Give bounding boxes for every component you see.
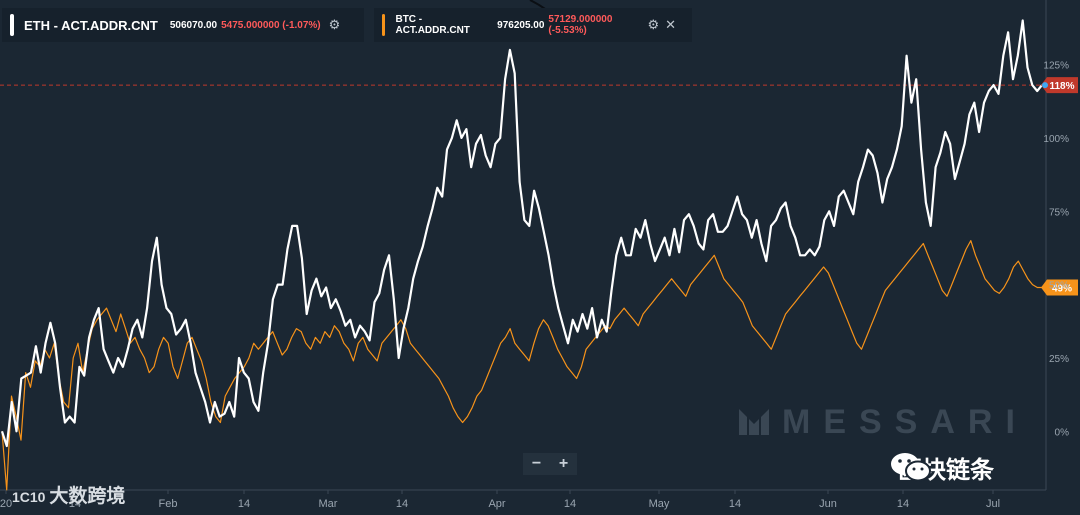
source-watermark-text: 大数跨境: [49, 486, 126, 507]
legend-eth-value: 506070.00: [169, 19, 218, 31]
legend-eth-name: ETH - ACT.ADDR.CNT: [24, 17, 158, 33]
x-tick-label: 14: [69, 498, 81, 510]
legend-btc-change: 57129.000000 (-5.53%): [548, 14, 613, 36]
wechat-icon: [891, 453, 931, 482]
source-watermark: 1C10 大数跨境: [12, 481, 125, 508]
legend-eth-change: 5475.000000 (-1.07%): [221, 19, 321, 31]
messari-watermark: MESSARI: [782, 403, 1028, 441]
plot-background: [0, 0, 1046, 490]
x-tick-label: Jun: [819, 498, 837, 510]
legend-btc-value: 976205.00: [497, 19, 545, 31]
y-tick-label: 125%: [1043, 61, 1069, 72]
wechat-watermark: 区块链条: [890, 450, 994, 485]
x-tick-label: Jul: [986, 498, 1000, 510]
legend-eth-swatch: [10, 14, 14, 36]
legend-eth[interactable]: ETH - ACT.ADDR.CNT 506070.00 5475.000000…: [2, 8, 364, 42]
y-axis-background: [1046, 0, 1080, 490]
end-value-label: 49%: [1052, 284, 1072, 295]
btc-end-marker: 49%: [1041, 279, 1078, 296]
x-tick-label: 14: [897, 498, 909, 510]
end-value-label: 118%: [1049, 81, 1074, 92]
x-tick-label: 14: [238, 498, 250, 510]
legend-btc[interactable]: BTC - ACT.ADDR.CNT 976205.00 57129.00000…: [374, 8, 692, 42]
messari-logo-icon: [739, 409, 769, 435]
y-tick-label: 75%: [1049, 207, 1069, 218]
eth-series-line: [0, 19, 1043, 448]
close-icon[interactable]: ✕: [665, 17, 676, 32]
btc-series-line: [1, 240, 1042, 491]
legend-btc-swatch: [382, 14, 386, 36]
y-tick-label: 50%: [1049, 281, 1069, 292]
y-tick-label: 25%: [1049, 354, 1069, 365]
x-tick-label: Mar: [319, 498, 338, 510]
x-tick-label: May: [649, 498, 670, 510]
x-tick-label: Feb: [159, 498, 178, 510]
gear-icon[interactable]: ⚙: [328, 17, 341, 32]
x-tick-label: 20: [0, 498, 12, 510]
zoom-controls: − +: [523, 453, 577, 475]
y-tick-label: 100%: [1043, 134, 1069, 145]
gear-icon[interactable]: ⚙: [647, 17, 660, 32]
y-tick-label: 0%: [1055, 427, 1070, 438]
x-tick-label: 14: [729, 498, 741, 510]
eth-end-marker: 118%: [1041, 77, 1078, 94]
x-tick-label: 14: [564, 498, 576, 510]
source-logo-icon: 1C10: [12, 489, 50, 505]
x-tick-label: Apr: [488, 498, 505, 510]
zoom-out-button[interactable]: −: [531, 455, 542, 472]
legend-btc-name: BTC - ACT.ADDR.CNT: [395, 14, 470, 36]
zoom-in-button[interactable]: +: [558, 455, 569, 472]
x-tick-label: 14: [396, 498, 408, 510]
